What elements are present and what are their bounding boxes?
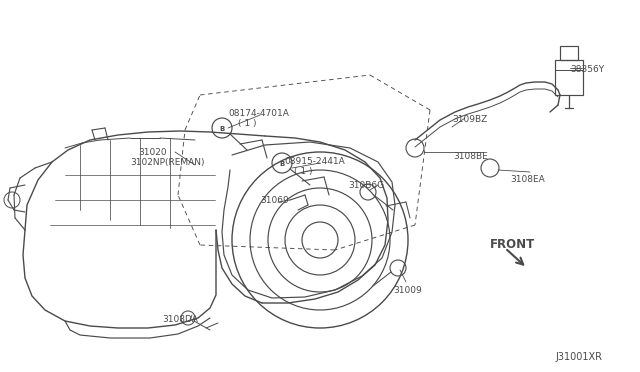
Text: 31009: 31009 <box>393 286 422 295</box>
Text: ( 1 ): ( 1 ) <box>238 119 257 128</box>
Text: 3108DA: 3108DA <box>162 315 198 324</box>
Text: 3102NP(REMAN): 3102NP(REMAN) <box>130 158 205 167</box>
Text: ( 1 ): ( 1 ) <box>294 167 312 176</box>
Text: 08174-4701A: 08174-4701A <box>228 109 289 118</box>
Text: FRONT: FRONT <box>490 238 535 251</box>
Text: 38356Y: 38356Y <box>570 65 604 74</box>
Text: 08915-2441A: 08915-2441A <box>284 157 345 166</box>
Text: B: B <box>280 161 285 167</box>
Text: 31069: 31069 <box>260 196 289 205</box>
Bar <box>560 46 578 60</box>
Text: 31020: 31020 <box>138 148 166 157</box>
Text: 310B6G: 310B6G <box>348 181 384 190</box>
Text: 3108EA: 3108EA <box>510 175 545 184</box>
Bar <box>555 60 583 95</box>
Text: 3109BZ: 3109BZ <box>452 115 487 124</box>
Text: 3108BE: 3108BE <box>453 152 488 161</box>
Text: B: B <box>220 126 225 132</box>
Text: J31001XR: J31001XR <box>555 352 602 362</box>
